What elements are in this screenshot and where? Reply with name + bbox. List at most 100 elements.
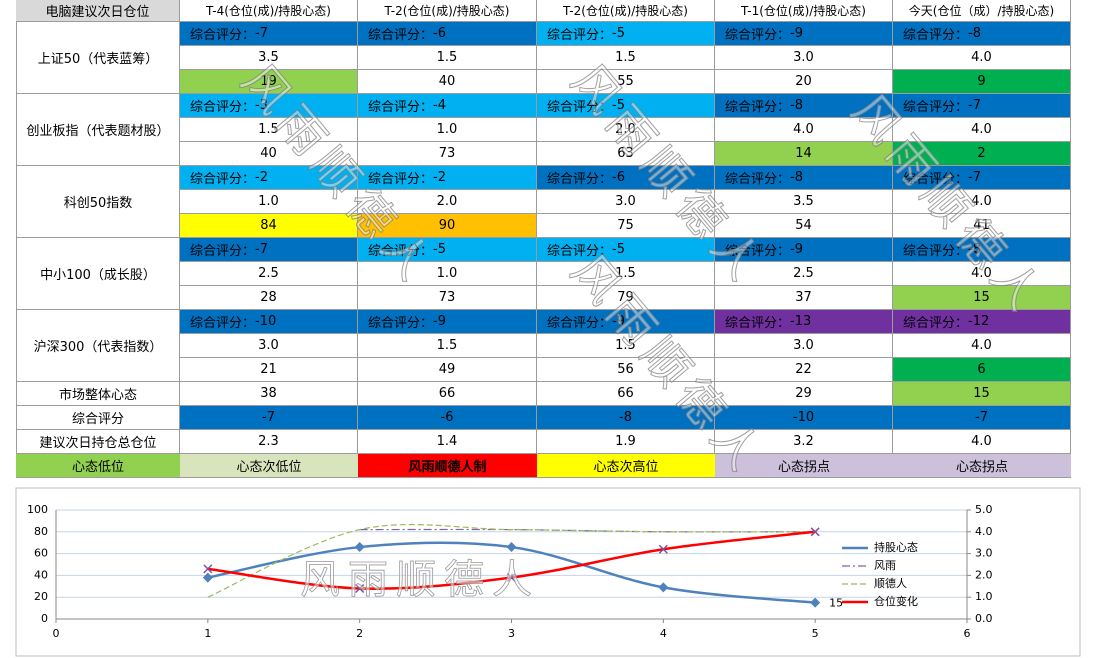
score-cell: 综合评分： -7 xyxy=(180,238,358,262)
legend-cell: 心态拐点 xyxy=(893,454,1071,478)
y2-tick-label: 4.0 xyxy=(975,525,993,538)
summary-cell: 3.2 xyxy=(715,430,893,454)
position-cell: 1.5 xyxy=(180,118,358,142)
spreadsheet: 电脑建议次日仓位 T-4(仓位(成)/持股心态) T-2(仓位(成)/持股心态) T-… xyxy=(16,0,1088,486)
score-cell: 综合评分： -8 xyxy=(715,94,893,118)
cell-text: 综合评分： xyxy=(725,316,791,331)
cell-text: 综合评分： xyxy=(190,316,256,331)
marker xyxy=(354,542,365,553)
score-cell: 综合评分： -2 xyxy=(358,166,537,190)
score-cell: 综合评分： -6 xyxy=(537,166,715,190)
position-cell: 2.0 xyxy=(537,118,715,142)
x-tick-label: 3 xyxy=(508,627,515,640)
position-cell: 1.5 xyxy=(537,262,715,286)
cell-text: -9 xyxy=(790,242,803,257)
score-cell: 综合评分： -7 xyxy=(893,166,1071,190)
cell-text: -2 xyxy=(433,170,446,185)
cell-text: -2 xyxy=(255,170,268,185)
mind-cell: 21 xyxy=(180,358,358,382)
cell-text: -9 xyxy=(612,314,625,329)
cell-text: -7 xyxy=(968,170,981,185)
position-cell: 4.0 xyxy=(893,46,1071,70)
cell-text: 综合评分： xyxy=(547,316,613,331)
mind-cell: 63 xyxy=(537,142,715,166)
mind-cell: 40 xyxy=(180,142,358,166)
score-cell: 综合评分： -12 xyxy=(893,310,1071,334)
position-cell: 1.5 xyxy=(358,46,537,70)
header-cell: T-2(仓位(成)/持股心态) xyxy=(537,0,715,22)
cell-text: -8 xyxy=(968,242,981,257)
y-tick-label: 60 xyxy=(34,547,48,560)
row-label: 建议次日持仓总仓位 xyxy=(16,430,180,454)
cell-text: 综合评分： xyxy=(368,100,434,115)
mind-cell: 49 xyxy=(358,358,537,382)
cell-text: 综合评分： xyxy=(368,172,434,187)
mind-cell: 9 xyxy=(893,70,1071,94)
legend-label: 风雨 xyxy=(874,559,896,572)
header-cell: 电脑建议次日仓位 xyxy=(16,0,180,22)
score-cell: 综合评分： -6 xyxy=(358,22,537,46)
score-cell: 综合评分： -5 xyxy=(537,94,715,118)
position-cell: 1.0 xyxy=(358,118,537,142)
legend-cell: 心态拐点 xyxy=(715,454,893,478)
score-cell: 综合评分： -9 xyxy=(715,238,893,262)
score-cell: 综合评分： -7 xyxy=(893,94,1071,118)
score-cell: 综合评分： -2 xyxy=(180,166,358,190)
mind-cell: 37 xyxy=(715,286,893,310)
cell-text: -7 xyxy=(255,26,268,41)
cell-text: -5 xyxy=(612,98,625,113)
cell-text: 综合评分： xyxy=(903,28,969,43)
mind-cell: 55 xyxy=(537,70,715,94)
position-cell: 2.5 xyxy=(180,262,358,286)
y2-tick-label: 2.0 xyxy=(975,568,993,581)
score-cell: 综合评分： -5 xyxy=(537,22,715,46)
position-cell: 4.0 xyxy=(715,118,893,142)
position-cell: 3.0 xyxy=(715,46,893,70)
cell-text: 综合评分： xyxy=(903,316,969,331)
position-cell: 2.5 xyxy=(715,262,893,286)
cell-text: -7 xyxy=(968,98,981,113)
row-label: 中小100（成长股） xyxy=(16,238,180,310)
cell-text: -3 xyxy=(255,98,268,113)
cell-text: -9 xyxy=(790,26,803,41)
cell-text: 综合评分： xyxy=(725,244,791,259)
y-tick-label: 40 xyxy=(34,568,48,581)
cell-text: 综合评分： xyxy=(368,28,434,43)
score-cell: 综合评分： -9 xyxy=(715,22,893,46)
mind-cell: 22 xyxy=(715,358,893,382)
cell-text: -6 xyxy=(612,170,625,185)
marker xyxy=(506,542,517,553)
cell-text: -10 xyxy=(255,314,277,329)
header-cell: T-1(仓位(成)/持股心态) xyxy=(715,0,893,22)
row-label: 沪深300（代表指数） xyxy=(16,310,180,382)
row-label: 科创50指数 xyxy=(16,166,180,238)
cell-text: -7 xyxy=(255,242,268,257)
position-cell: 3.0 xyxy=(715,334,893,358)
cell-text: -8 xyxy=(790,98,803,113)
summary-cell: 1.9 xyxy=(537,430,715,454)
score-cell: 综合评分： -9 xyxy=(358,310,537,334)
position-cell: 3.5 xyxy=(715,190,893,214)
position-cell: 4.0 xyxy=(893,334,1071,358)
position-cell: 3.0 xyxy=(180,334,358,358)
position-cell: 2.0 xyxy=(358,190,537,214)
summary-cell: 66 xyxy=(358,382,537,406)
cell-text: 综合评分： xyxy=(190,244,256,259)
marker xyxy=(810,597,821,608)
data-label: 15 xyxy=(829,597,843,610)
score-cell: 综合评分： -7 xyxy=(180,22,358,46)
summary-cell: -6 xyxy=(358,406,537,430)
marker xyxy=(658,582,669,593)
cell-text: -8 xyxy=(968,26,981,41)
mind-cell: 19 xyxy=(180,70,358,94)
cell-text: 综合评分： xyxy=(547,28,613,43)
summary-cell: 38 xyxy=(180,382,358,406)
cell-text: 综合评分： xyxy=(725,100,791,115)
mind-cell: 79 xyxy=(537,286,715,310)
summary-cell: -8 xyxy=(537,406,715,430)
cell-text: 综合评分： xyxy=(190,100,256,115)
mind-cell: 28 xyxy=(180,286,358,310)
score-cell: 综合评分： -10 xyxy=(180,310,358,334)
marker xyxy=(658,544,668,554)
y2-tick-label: 0.0 xyxy=(975,612,993,625)
